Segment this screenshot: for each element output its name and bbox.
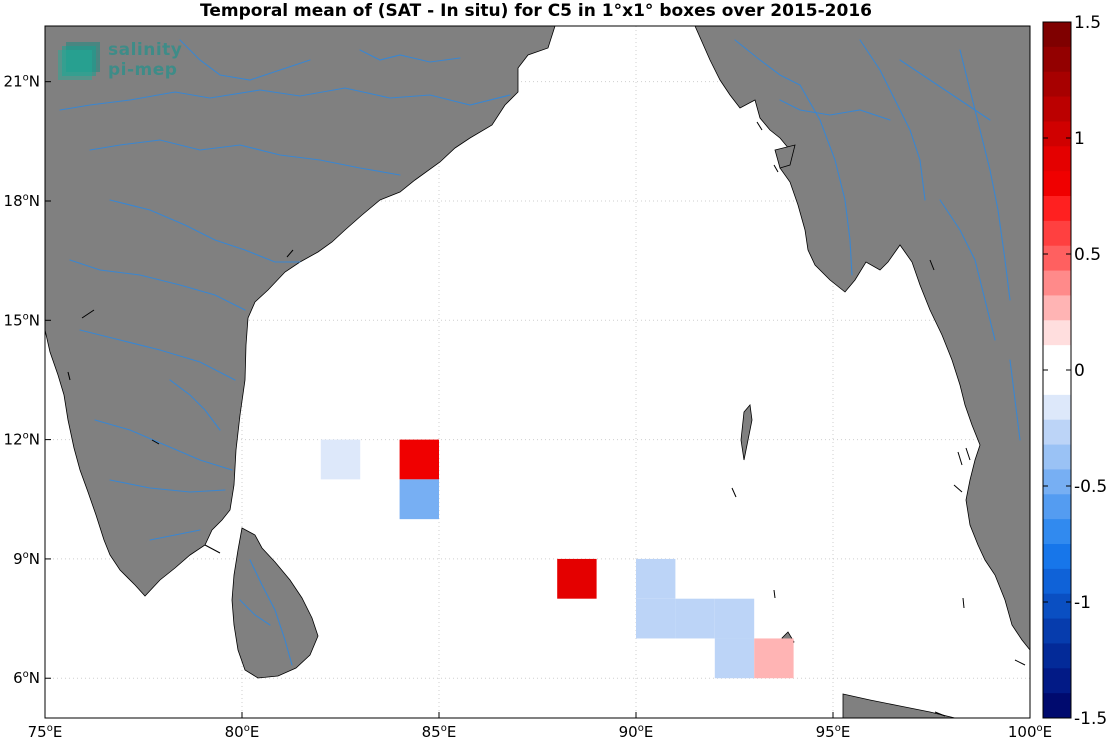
colorbar-swatch: [1043, 96, 1071, 122]
y-tick-label: 18oN: [4, 192, 40, 210]
colorbar-swatch: [1043, 245, 1071, 272]
x-tick-label: 95oE: [816, 723, 851, 740]
land-andaman-islands: [740, 404, 753, 461]
land-sumatra: [842, 693, 956, 718]
map-layers: [45, 26, 1030, 718]
x-tick-label: 75oE: [28, 723, 63, 740]
colorbar-swatch: [1043, 71, 1071, 98]
colorbar-swatch: [1043, 394, 1071, 421]
y-tick-label: 12oN: [4, 431, 40, 449]
heatmap-cell: [714, 638, 755, 679]
colorbar-swatch: [1043, 568, 1071, 595]
colorbar-swatch: [1043, 196, 1071, 222]
colorbar-tick-label: 0: [1074, 361, 1085, 381]
y-tick-label: 15oN: [4, 311, 40, 329]
colorbar-tick-label: 1.5: [1074, 13, 1101, 33]
land-delta-island: [774, 144, 796, 169]
colorbar-swatch: [1043, 121, 1071, 147]
colorbar-tick-label: 0.5: [1074, 245, 1101, 265]
x-tick-label: 80oE: [225, 723, 260, 740]
salinity-pi-mep-logo: salinity pi-mep: [58, 40, 188, 86]
colorbar: 1.5 1 0.5 0 -0.5 -1 -1.5: [1042, 13, 1107, 729]
rivers: [59, 39, 1021, 666]
colorbar-swatch: [1043, 419, 1071, 446]
colorbar-swatch: [1043, 668, 1071, 694]
colorbar-tick-label: -1.5: [1074, 709, 1107, 729]
heatmap-cells: [320, 439, 794, 679]
heatmap-cell: [399, 479, 439, 520]
colorbar-swatch: [1043, 171, 1071, 197]
heatmap-cell: [320, 439, 361, 480]
colorbar-swatch: [1043, 295, 1071, 321]
map-title: Temporal mean of (SAT - In situ) for C5 …: [200, 1, 872, 21]
colorbar-swatch: [1043, 444, 1071, 470]
heatmap-cell: [557, 558, 597, 599]
x-tick-label: 100oE: [1008, 723, 1052, 740]
colorbar-swatch: [1043, 270, 1071, 296]
colorbar-swatch: [1043, 345, 1071, 371]
logo-text-pi-mep: pi-mep: [108, 60, 178, 80]
colorbar-swatch: [1043, 693, 1071, 719]
colorbar-swatch: [1043, 469, 1071, 495]
colorbar-tick-label: 1: [1074, 129, 1085, 149]
heatmap-cell: [636, 558, 676, 599]
colorbar-swatch: [1043, 618, 1071, 644]
heatmap-cell: [636, 598, 676, 639]
colorbar-swatch: [1043, 494, 1071, 520]
colorbar-tick-label: -0.5: [1074, 477, 1107, 497]
heatmap-cell: [754, 638, 794, 679]
colorbar-swatch: [1043, 519, 1071, 545]
y-tick-label: 6oN: [13, 669, 40, 687]
colorbar-swatch: [1043, 146, 1071, 172]
heatmap-cell: [399, 439, 439, 480]
y-axis: 6oN 9oN 12oN 15oN 18oN 21oN: [4, 73, 51, 687]
colorbar-tick-label: -1: [1074, 593, 1091, 613]
x-tick-label: 90oE: [619, 723, 654, 740]
x-tick-label: 85oE: [422, 723, 457, 740]
coastline-marks: [67, 121, 1026, 717]
colorbar-swatch: [1043, 370, 1071, 396]
logo-text-salinity: salinity: [108, 40, 183, 60]
land-sri-lanka: [231, 527, 319, 679]
colorbar-swatch: [1043, 643, 1071, 669]
colorbar-swatch: [1043, 320, 1071, 346]
plot-frame: [44, 25, 1031, 719]
logo-mark-icon: [58, 42, 100, 80]
y-tick-label: 9oN: [13, 550, 40, 568]
colorbar-swatch: [1043, 46, 1071, 73]
colorbar-swatch: [1043, 544, 1071, 570]
heatmap-cell: [675, 598, 715, 639]
heatmap-cell: [714, 598, 755, 639]
land-india: [45, 26, 556, 597]
land-myanmar-bangladesh: [694, 26, 1030, 651]
y-tick-label: 21oN: [4, 73, 40, 91]
colorbar-swatch: [1043, 220, 1071, 247]
colorbar-swatch: [1043, 593, 1071, 620]
colorbar-swatch: [1043, 22, 1071, 48]
x-axis: 75oE 80oE 85oE 90oE 95oE 100oE: [28, 712, 1052, 740]
